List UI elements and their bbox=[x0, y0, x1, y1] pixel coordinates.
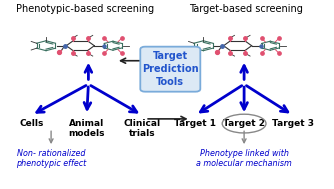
Text: Non- rationalized
phenotypic effect: Non- rationalized phenotypic effect bbox=[16, 149, 86, 168]
FancyBboxPatch shape bbox=[140, 47, 200, 92]
Text: Animal
models: Animal models bbox=[68, 119, 105, 138]
Text: Cells: Cells bbox=[19, 119, 44, 128]
Text: Target
Prediction
Tools: Target Prediction Tools bbox=[142, 51, 199, 87]
Text: Phenotype linked with
a molecular mechanism: Phenotype linked with a molecular mechan… bbox=[196, 149, 292, 168]
Text: Target 2: Target 2 bbox=[223, 119, 265, 128]
Text: Clinical
trials: Clinical trials bbox=[123, 119, 160, 138]
Text: Target 1: Target 1 bbox=[174, 119, 216, 128]
Text: Target-based screening: Target-based screening bbox=[189, 4, 303, 13]
Text: Target 3: Target 3 bbox=[272, 119, 314, 128]
Text: Phenotypic-based screening: Phenotypic-based screening bbox=[16, 4, 154, 13]
